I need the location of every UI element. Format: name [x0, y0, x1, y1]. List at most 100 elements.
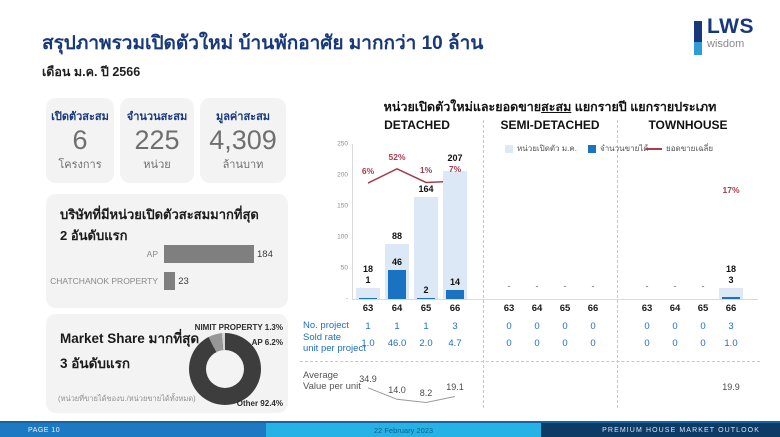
launched-bar: [356, 287, 380, 299]
footer-report-name: PREMIUM HOUSE MARKET OUTLOOK: [541, 423, 780, 437]
y-axis-tick: 100: [337, 233, 348, 241]
no-project-cell: 1: [423, 321, 429, 332]
sold-rate-percent-label: 7%: [448, 164, 462, 175]
legend-square-swatch: [505, 144, 513, 153]
y-axis-tick: 200: [337, 171, 348, 179]
footer-date: 22 February 2023: [266, 423, 541, 437]
legend-item: หน่วยเปิดตัว ม.ค.: [505, 142, 577, 155]
sold-rate-cell: 0: [534, 338, 540, 349]
donut-slice-label: Other 92.4%: [236, 399, 283, 408]
legend-label: จำนวนขายได้: [600, 144, 649, 153]
company-name: AP: [146, 249, 158, 259]
no-project-cell: 0: [534, 321, 540, 332]
y-axis-tick: 250: [337, 140, 348, 148]
no-data-dash: -: [645, 281, 649, 291]
stat-card: จำนวนสะสม 225 หน่วย: [120, 98, 194, 183]
stat-card-label: จำนวนสะสม: [126, 111, 188, 123]
sold-value-label: 3: [728, 274, 734, 285]
no-project-cell: 1: [365, 321, 371, 332]
no-project-cell: 3: [452, 321, 458, 332]
sold-rate-percent-label: 17%: [722, 185, 740, 195]
y-axis-tick: 50: [340, 264, 348, 272]
footer-page-number: PAGE 10: [0, 423, 266, 437]
chart-title: หน่วยเปิดตัวใหม่และยอดขายสะสม แยกรายปี แ…: [383, 100, 717, 114]
donut-slice-label: AP 6.2%: [251, 338, 283, 347]
stat-card-value: 4,309: [209, 125, 277, 155]
sold-bar: [722, 297, 740, 299]
legend-item: ยอดขายเฉลี่ย: [646, 142, 713, 155]
no-data-dash: -: [563, 281, 567, 291]
x-axis-category: 64: [391, 303, 403, 314]
no-data-dash: -: [591, 281, 595, 291]
no-project-cell: 0: [562, 321, 568, 332]
sold-rate-cell: 0: [644, 338, 650, 349]
legend-item: จำนวนขายได้: [588, 142, 648, 155]
stat-card-value: 225: [134, 125, 180, 155]
sold-rate-cell: 0: [562, 338, 568, 349]
market-share-card: Market Share มากที่สุด 3 อันดับแรก Other…: [46, 314, 288, 413]
sold-rate-percent-label: 1%: [419, 165, 433, 176]
sold-rate-cell: 0: [700, 338, 706, 349]
x-axis-category: 65: [420, 303, 432, 314]
sold-rate-cell: 0: [590, 338, 596, 349]
stat-card: เปิดตัวสะสม 6 โครงการ: [46, 98, 114, 183]
no-data-dash: -: [535, 281, 539, 291]
sold-bar: [359, 297, 377, 299]
sold-rate-cell: 46.0: [387, 338, 407, 349]
sold-rate-cell: 1.0: [361, 338, 375, 349]
page-subtitle: เดือน ม.ค. ปี 2566: [42, 65, 141, 79]
x-axis-category: 63: [503, 303, 515, 314]
no-project-cell: 3: [728, 321, 734, 332]
market-share-title: Market Share มากที่สุด: [60, 331, 200, 346]
legend-line-swatch: [646, 147, 662, 150]
launched-value-label: 18: [362, 263, 374, 274]
section-header: TOWNHOUSE: [648, 118, 728, 132]
section-header: DETACHED: [384, 118, 450, 132]
launched-value-label: 88: [391, 231, 403, 242]
page-title: สรุปภาพรวมเปิดตัวใหม่ บ้านพักอาศัย มากกว…: [42, 33, 484, 54]
avg-value-label: 34.9: [359, 373, 377, 384]
company-bar: [164, 245, 254, 263]
legend-label: ยอดขายเฉลี่ย: [666, 144, 714, 153]
launched-value-label: 164: [418, 184, 434, 195]
x-axis-category: 64: [669, 303, 681, 314]
top-companies-title: บริษัทที่มีหน่วยเปิดตัวสะสมมากที่สุด: [60, 207, 259, 222]
no-project-cell: 0: [700, 321, 706, 332]
stat-card-value: 6: [72, 125, 88, 155]
logo-text: LWS: [707, 15, 754, 38]
stat-card-label: เปิดตัวสะสม: [51, 111, 109, 123]
legend-square-swatch: [588, 144, 596, 153]
company-bar-row: AP 184: [46, 245, 286, 263]
sold-value-label: 2: [423, 284, 429, 295]
y-axis-line: [352, 144, 353, 299]
company-bar-value: 23: [178, 275, 189, 287]
no-project-cell: 1: [394, 321, 400, 332]
launched-value-label: 18: [725, 263, 737, 274]
top-companies-subtitle: 2 อันดับแรก: [60, 228, 128, 243]
y-axis-tick: -: [345, 295, 348, 303]
sold-value-label: 14: [449, 277, 461, 288]
x-axis-category: 63: [362, 303, 374, 314]
top-companies-card: บริษัทที่มีหน่วยเปิดตัวสะสมมากที่สุด 2 อ…: [46, 194, 288, 308]
company-bar-value: 184: [257, 248, 273, 260]
sold-rate-percent-label: 52%: [388, 151, 406, 162]
lws-logo: LWS wisdom: [694, 16, 754, 55]
table-separator: [300, 361, 760, 362]
stat-card-unit: โครงการ: [58, 159, 102, 171]
company-bar: [164, 272, 176, 290]
legend-label: หน่วยเปิดตัว ม.ค.: [517, 144, 577, 153]
section-divider: [483, 120, 484, 408]
footer-bar: PAGE 10 22 February 2023 PREMIUM HOUSE M…: [0, 421, 780, 437]
row-label-sold-rate: Sold rate unit per project: [303, 332, 366, 354]
section-divider: [617, 120, 618, 408]
market-share-donut-chart: [189, 333, 261, 405]
sold-value-label: 1: [365, 274, 371, 285]
company-bar-row: CHATCHANOK PROPERTY 23: [46, 272, 286, 290]
sold-rate-cell: 2.0: [419, 338, 433, 349]
company-name: CHATCHANOK PROPERTY: [50, 276, 158, 286]
x-axis-category: 65: [559, 303, 571, 314]
stat-card: มูลค่าสะสม 4,309 ล้านบาท: [200, 98, 286, 183]
no-project-cell: 0: [644, 321, 650, 332]
sold-bar: [417, 297, 435, 299]
